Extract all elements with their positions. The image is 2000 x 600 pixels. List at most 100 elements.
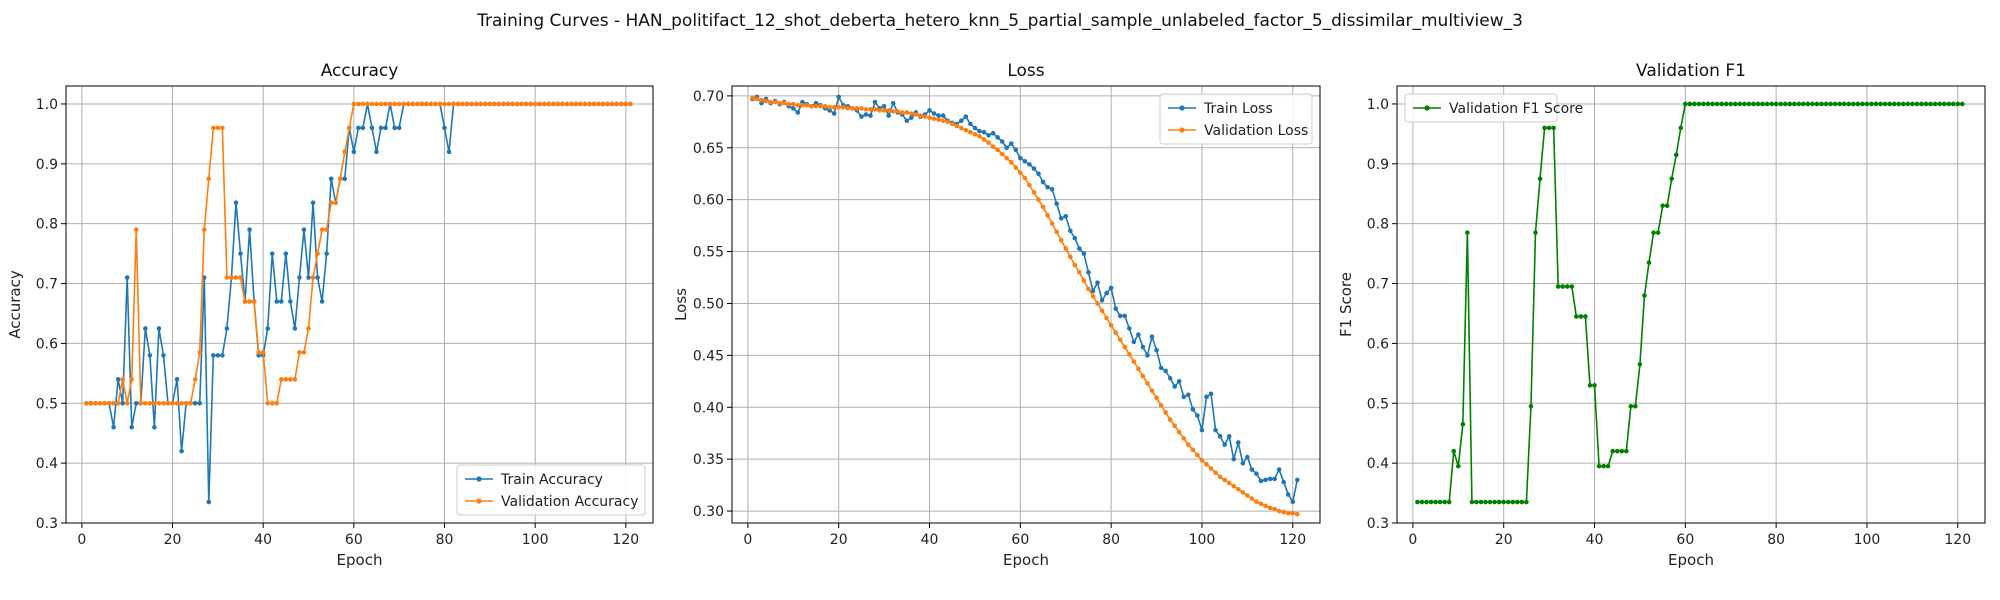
loss-data-point (1254, 499, 1259, 505)
accuracy-data-point (437, 101, 443, 107)
accuracy-data-point (360, 125, 366, 131)
loss-data-point (836, 104, 841, 110)
loss-data-point (1190, 447, 1196, 453)
validation-f1-data-point (1946, 101, 1951, 107)
accuracy-data-point (215, 125, 221, 131)
loss-data-point (863, 112, 869, 117)
loss-data-point (1122, 313, 1128, 319)
accuracy-y-tick-label: 0.4 (36, 456, 58, 472)
loss-data-point (1013, 147, 1019, 153)
accuracy-data-point (446, 101, 452, 107)
accuracy-data-point (605, 101, 610, 107)
accuracy-data-point (138, 400, 144, 406)
loss-data-point (1158, 365, 1164, 371)
validation-f1-data-point (1696, 101, 1702, 107)
loss-data-point (831, 104, 837, 110)
validation-f1-y-tick-label: 0.7 (1367, 277, 1389, 293)
validation-f1-data-point (1660, 203, 1665, 209)
validation-f1-data-point (1564, 284, 1570, 289)
loss-data-point (1081, 278, 1087, 283)
loss-data-point (1008, 159, 1014, 165)
loss-data-point (931, 116, 937, 121)
accuracy-data-point (279, 377, 284, 382)
validation-f1-data-point (1537, 176, 1543, 182)
validation-f1-data-point (1900, 101, 1906, 107)
accuracy-data-point (578, 101, 583, 107)
loss-series-2 (750, 95, 1300, 517)
validation-f1-data-point (1533, 230, 1538, 235)
loss-y-tick-label: 0.45 (693, 348, 724, 364)
loss-data-point (872, 99, 878, 105)
loss-y-tick-label: 0.55 (693, 245, 724, 261)
validation-f1-data-point (1932, 101, 1938, 107)
accuracy-data-point (102, 400, 107, 406)
validation-f1-data-point (1855, 101, 1861, 107)
loss-data-point (1295, 477, 1300, 483)
loss-data-point (1095, 280, 1100, 286)
accuracy-data-point (183, 400, 189, 406)
accuracy-data-point (297, 350, 302, 355)
loss-legend-marker (1179, 127, 1185, 133)
validation-f1-data-point (1742, 101, 1747, 107)
accuracy-data-point (152, 424, 157, 430)
accuracy-data-point (306, 326, 311, 331)
accuracy-data-point (274, 299, 280, 304)
accuracy-data-point (97, 400, 103, 406)
loss-data-point (954, 123, 960, 129)
loss-data-point (1072, 262, 1078, 268)
accuracy-legend-marker (476, 476, 482, 482)
loss-data-point (1040, 204, 1046, 210)
validation-f1-ticks: 0 20 40 60 80 100 120 0.3 0.4 0.5 0.6 0.7 0.8 0.9 1.0 (1367, 97, 1971, 548)
accuracy-data-point (310, 200, 316, 206)
loss-data-point (1213, 470, 1218, 475)
loss-data-point (922, 114, 928, 119)
loss-data-point (1290, 510, 1296, 516)
accuracy-data-point (374, 101, 379, 107)
validation-f1-data-point (1419, 499, 1425, 505)
validation-f1-data-point (1778, 101, 1783, 107)
validation-f1-legend: Validation F1 Score (1404, 93, 1583, 123)
accuracy-series-2 (84, 101, 633, 406)
validation-f1-y-tick-label: 0.9 (1367, 157, 1389, 173)
accuracy-data-point (292, 326, 298, 331)
accuracy-data-point (351, 149, 357, 155)
loss-data-point (1018, 155, 1023, 161)
loss-data-point (1235, 440, 1241, 445)
accuracy-panel: 0 20 40 60 80 100 1200.30.40.50.60.70.80.91.0 … (6, 61, 654, 569)
loss-data-point (1204, 394, 1209, 400)
accuracy-data-point (328, 176, 334, 182)
loss-data-point (1149, 334, 1155, 339)
loss-data-point (1226, 480, 1232, 486)
accuracy-y-tick-label: 0.9 (36, 157, 58, 173)
loss-data-point (1104, 315, 1109, 321)
validation-f1-data-point (1787, 101, 1793, 107)
validation-f1-legend-marker (1424, 105, 1430, 111)
loss-data-point (1195, 413, 1200, 418)
loss-data-point (1040, 179, 1046, 185)
validation-f1-data-point (1415, 499, 1420, 505)
validation-f1-data-point (1773, 101, 1779, 107)
accuracy-data-point (120, 400, 125, 406)
accuracy-grid (66, 86, 653, 524)
loss-data-point (1258, 501, 1264, 507)
validation-f1-data-point (1919, 101, 1924, 107)
loss-y-tick-label: 0.65 (693, 141, 724, 157)
validation-f1-data-point (1474, 499, 1479, 505)
validation-f1-series (1415, 101, 1965, 505)
accuracy-data-point (238, 275, 243, 280)
accuracy-data-point (170, 400, 175, 406)
validation-f1-data-point (1624, 448, 1629, 454)
accuracy-data-point (519, 101, 524, 107)
loss-data-point (1131, 339, 1137, 345)
validation-f1-data-point (1574, 314, 1579, 319)
loss-data-point (977, 128, 982, 134)
loss-data-point (1217, 434, 1223, 439)
validation-f1-data-point (1451, 448, 1457, 454)
loss-data-point (999, 139, 1005, 144)
validation-f1-data-point (1837, 101, 1842, 107)
loss-data-point (1281, 479, 1286, 485)
loss-data-point (949, 121, 955, 127)
loss-data-point (1117, 337, 1123, 343)
accuracy-data-point (514, 101, 520, 107)
accuracy-data-point (414, 101, 420, 107)
